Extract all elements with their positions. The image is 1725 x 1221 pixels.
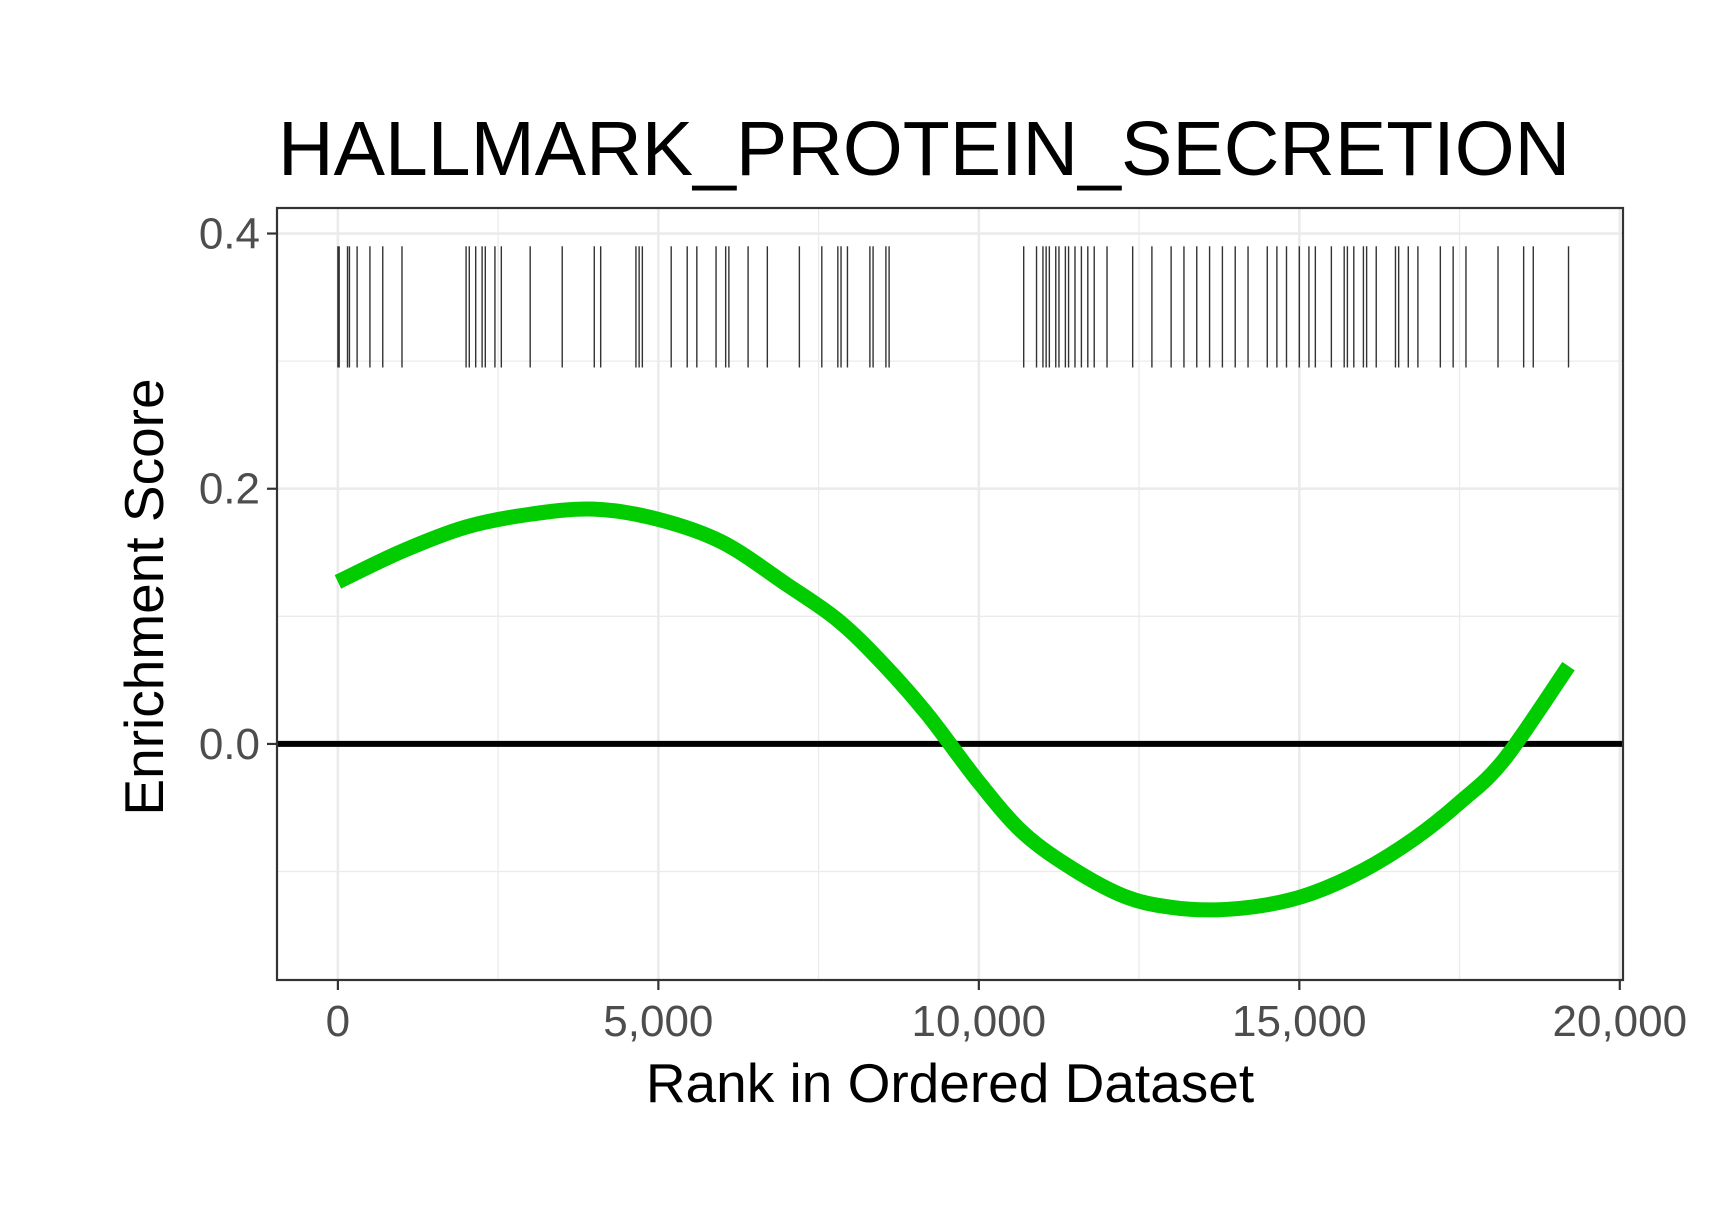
x-axis-title: Rank in Ordered Dataset	[646, 1052, 1254, 1114]
panel-border	[275, 206, 1625, 982]
axes: 0 5,000 10,000 15,000 20,000 0.0 0.2 0.4	[199, 210, 1687, 1046]
x-tick-label: 20,000	[1553, 997, 1688, 1046]
x-tick-label: 10,000	[912, 997, 1047, 1046]
gene-hit-ticks	[337, 246, 1570, 368]
x-tick-label: 0	[326, 997, 350, 1046]
enrichment-curve-layer	[334, 501, 1575, 918]
y-tick-label: 0.0	[199, 720, 260, 769]
y-tick-label: 0.4	[199, 210, 260, 259]
y-tick-label: 0.2	[199, 465, 260, 514]
enrichment-curve	[334, 501, 1575, 918]
x-tick-label: 5,000	[603, 997, 713, 1046]
y-axis-title: Enrichment Score	[113, 378, 175, 815]
chart-title: HALLMARK_PROTEIN_SECRETION	[278, 106, 1570, 192]
x-tick-label: 15,000	[1232, 997, 1367, 1046]
